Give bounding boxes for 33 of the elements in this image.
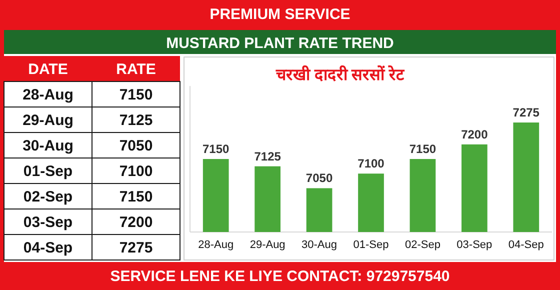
x-tick-label: 01-Sep — [353, 239, 389, 251]
text: PREMIUM SERVICE — [210, 6, 350, 23]
text: 7100 — [119, 163, 153, 180]
text: DATE — [28, 61, 68, 78]
x-tick-label: 30-Aug — [302, 239, 338, 251]
x-tick-label: 02-Sep — [404, 239, 440, 251]
category-label: 03-Sep — [23, 214, 73, 231]
data-label: 7275 — [512, 106, 540, 120]
text: 7200 — [119, 214, 153, 231]
data-label: 7200 — [461, 127, 488, 142]
data-label: 7150 — [202, 142, 230, 156]
category-label: 29-Aug — [22, 112, 74, 129]
x-tick-label: 03-Sep — [456, 239, 492, 251]
category-label: 02-Sep — [23, 188, 73, 206]
text: SERVICE LENE KE LIYE CONTACT: 9729757540 — [110, 268, 450, 285]
category-label: 30-Aug — [22, 138, 74, 154]
category-label: 01-Sep — [23, 163, 73, 180]
x-tick-label: 28-Aug — [198, 239, 234, 251]
data-label: 7100 — [358, 156, 385, 171]
text: RATE — [116, 61, 156, 78]
text: 7150 — [119, 86, 153, 104]
text: 7275 — [119, 240, 153, 256]
chart-subtitle: चरखी दादरी सरसों रेट — [274, 65, 406, 84]
text: 7050 — [119, 138, 153, 154]
x-tick-label: 29-Aug — [250, 239, 286, 251]
text: 7150 — [119, 188, 153, 206]
chart-title: MUSTARD PLANT RATE TREND — [166, 35, 394, 52]
data-label: 7125 — [254, 149, 282, 164]
data-label: 7150 — [409, 142, 436, 156]
text: 7125 — [119, 112, 153, 129]
category-label: 28-Aug — [22, 86, 74, 104]
x-tick-label: 04-Sep — [508, 239, 544, 251]
data-label: 7050 — [306, 171, 333, 186]
